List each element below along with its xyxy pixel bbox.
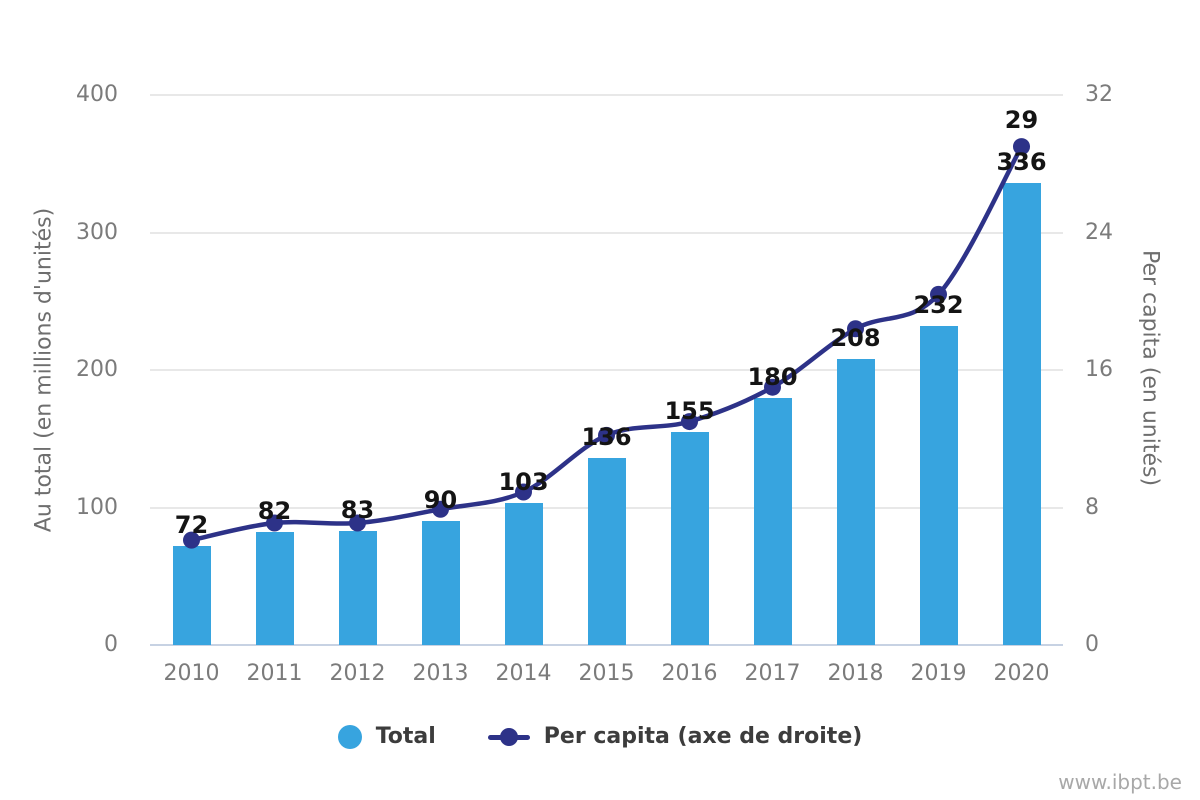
total-bar [753, 397, 792, 645]
bar-value-label: 180 [747, 362, 798, 391]
total-bar [504, 503, 543, 645]
bar-value-label: 90 [423, 486, 458, 515]
x-tick-label: 2011 [246, 661, 303, 686]
total-bar [836, 359, 875, 645]
total-bar [1002, 183, 1041, 645]
total-bar [919, 326, 958, 645]
legend-item-per-capita: Per capita (axe de droite) [487, 724, 863, 749]
x-axis-line [150, 644, 1063, 646]
total-bar [587, 458, 626, 645]
left-tick-label: 400 [76, 82, 118, 107]
left-tick-label: 300 [76, 219, 118, 245]
legend-item-total: Total [337, 724, 436, 749]
legend-label-per-capita: Per capita (axe de droite) [543, 724, 863, 749]
right-tick-label: 24 [1085, 219, 1113, 245]
right-axis-title: Per capita (en unités) [1137, 249, 1163, 487]
total-swatch-icon [337, 724, 362, 749]
x-tick-label: 2016 [661, 661, 718, 686]
bar-value-label: 136 [581, 423, 632, 451]
total-bar [670, 431, 709, 645]
total-bar [255, 532, 294, 645]
bar-value-label: 83 [340, 495, 375, 524]
bar-value-label: 72 [174, 511, 209, 539]
total-bar [421, 521, 460, 645]
grid-line [150, 94, 1063, 96]
x-tick-label: 2013 [412, 661, 469, 686]
bar-value-label: 208 [830, 324, 881, 352]
watermark: www.ibpt.be [1058, 770, 1182, 794]
per-capita-swatch-icon [487, 727, 530, 747]
x-tick-label: 2020 [993, 661, 1050, 686]
legend-label-total: Total [375, 724, 436, 749]
x-tick-label: 2019 [910, 661, 967, 686]
right-tick-label: 8 [1085, 494, 1099, 520]
right-tick-label: 16 [1085, 357, 1113, 382]
right-tick-label: 0 [1085, 632, 1099, 657]
x-tick-label: 2015 [578, 661, 635, 686]
x-tick-label: 2014 [495, 661, 552, 686]
x-tick-label: 2012 [329, 661, 386, 686]
line-value-label: 29 [1004, 105, 1039, 134]
total-bar [172, 546, 211, 645]
x-tick-label: 2010 [163, 661, 220, 686]
bar-value-label: 103 [498, 468, 549, 497]
total-bar [338, 530, 377, 645]
left-tick-label: 200 [76, 357, 118, 382]
bar-value-label: 336 [996, 148, 1047, 176]
x-tick-label: 2018 [827, 661, 884, 686]
bar-value-label: 82 [257, 497, 292, 526]
right-tick-label: 32 [1085, 82, 1113, 107]
bar-value-label: 232 [913, 291, 964, 319]
x-tick-label: 2017 [744, 661, 801, 686]
legend: Total Per capita (axe de droite) [0, 724, 1200, 749]
bar-value-label: 155 [664, 396, 715, 425]
left-tick-label: 100 [76, 494, 118, 520]
grid-line [150, 231, 1063, 234]
left-tick-label: 0 [104, 632, 118, 657]
